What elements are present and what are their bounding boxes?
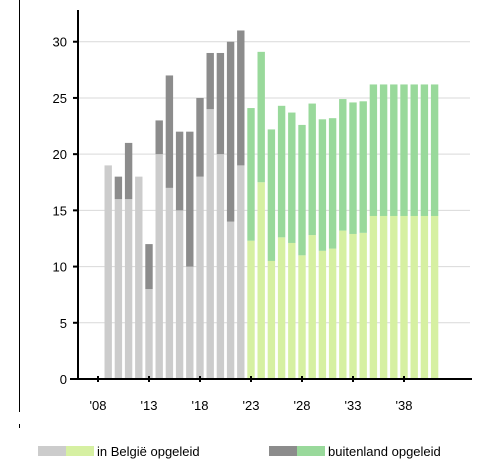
bar-belgie-2036 bbox=[379, 215, 388, 379]
bar-belgie-2033 bbox=[349, 233, 357, 379]
y-tick-label-30: 30 bbox=[53, 35, 67, 50]
bar-belgie-2021 bbox=[226, 221, 235, 379]
bar-belgie-2028 bbox=[298, 255, 306, 379]
bar-buitenland-2026 bbox=[277, 105, 286, 238]
bar-buitenland-2021 bbox=[226, 41, 235, 222]
x-tick-label-2033: '33 bbox=[345, 398, 362, 413]
bar-buitenland-2024 bbox=[257, 51, 265, 183]
bar-belgie-2018 bbox=[196, 176, 204, 379]
bar-belgie-2027 bbox=[288, 242, 296, 379]
bar-belgie-2040 bbox=[420, 215, 429, 379]
x-tick-label-2013: '13 bbox=[141, 398, 158, 413]
bar-belgie-2037 bbox=[390, 215, 398, 379]
bar-belgie-2010 bbox=[114, 199, 123, 379]
bar-buitenland-2041 bbox=[430, 84, 439, 216]
bar-buitenland-2018 bbox=[196, 97, 204, 177]
y-tick-label-5: 5 bbox=[60, 316, 67, 331]
legend-label-buitenland: buitenland opgeleid bbox=[328, 444, 441, 459]
bar-buitenland-2010 bbox=[114, 176, 123, 200]
bar-belgie-2026 bbox=[277, 237, 286, 379]
bar-buitenland-2013 bbox=[145, 244, 153, 290]
bar-belgie-2019 bbox=[206, 109, 214, 379]
bar-buitenland-2037 bbox=[390, 84, 398, 216]
bar-buitenland-2028 bbox=[298, 124, 306, 256]
x-tick-label-2038: '38 bbox=[396, 398, 413, 413]
y-tick-label-15: 15 bbox=[53, 203, 67, 218]
bar-buitenland-2023 bbox=[247, 108, 255, 241]
bar-belgie-2012 bbox=[135, 176, 143, 379]
bar-belgie-2011 bbox=[124, 199, 133, 379]
y-tick-label-20: 20 bbox=[53, 147, 67, 162]
y-tick-label-25: 25 bbox=[53, 91, 67, 106]
bar-belgie-2041 bbox=[430, 215, 439, 379]
bar-buitenland-2038 bbox=[400, 84, 408, 216]
axes bbox=[70, 10, 472, 382]
y-tick-label-10: 10 bbox=[53, 260, 67, 275]
x-tick-label-2028: '28 bbox=[294, 398, 311, 413]
bar-belgie-2035 bbox=[369, 215, 378, 379]
bar-belgie-2014 bbox=[155, 154, 163, 379]
bar-buitenland-2029 bbox=[308, 103, 316, 236]
bar-belgie-2024 bbox=[257, 182, 265, 379]
bar-buitenland-2031 bbox=[328, 118, 337, 249]
bar-buitenland-2014 bbox=[155, 120, 163, 155]
bar-belgie-2020 bbox=[216, 154, 225, 379]
bar-belgie-2015 bbox=[165, 187, 174, 379]
bar-belgie-2030 bbox=[318, 250, 327, 379]
x-tick-label-2018: '18 bbox=[192, 398, 209, 413]
bar-belgie-2039 bbox=[410, 215, 418, 379]
bar-buitenland-2032 bbox=[339, 99, 347, 231]
bar-buitenland-2025 bbox=[267, 129, 276, 261]
bar-buitenland-2016 bbox=[175, 131, 184, 211]
bar-belgie-2013 bbox=[145, 289, 153, 379]
bar-belgie-2029 bbox=[308, 235, 316, 379]
x-tick-label-2023: '23 bbox=[243, 398, 260, 413]
bar-belgie-2016 bbox=[175, 210, 184, 379]
bar-buitenland-2017 bbox=[186, 131, 194, 267]
bar-belgie-2025 bbox=[267, 260, 276, 379]
bar-belgie-2031 bbox=[328, 248, 337, 379]
bar-belgie-2034 bbox=[359, 232, 367, 379]
legend-label-belgie: in België opgeleid bbox=[97, 444, 200, 459]
bars bbox=[104, 30, 439, 379]
bar-buitenland-2040 bbox=[420, 84, 429, 216]
legend: in België opgeleid buitenland opgeleid bbox=[38, 444, 441, 459]
bar-belgie-2009 bbox=[104, 165, 112, 379]
bar-belgie-2032 bbox=[339, 230, 347, 379]
bar-buitenland-2030 bbox=[318, 119, 327, 251]
bar-belgie-2023 bbox=[247, 240, 255, 379]
bar-buitenland-2036 bbox=[379, 84, 388, 216]
bar-buitenland-2020 bbox=[216, 52, 225, 155]
y-tick-label-0: 0 bbox=[60, 372, 67, 387]
x-tick-label-2008: '08 bbox=[90, 398, 107, 413]
bar-buitenland-2022 bbox=[237, 30, 245, 166]
bar-belgie-2022 bbox=[237, 165, 245, 379]
legend-swatch-belgie bbox=[38, 446, 94, 456]
bar-buitenland-2027 bbox=[288, 112, 296, 243]
bar-buitenland-2039 bbox=[410, 84, 418, 216]
bar-buitenland-2015 bbox=[165, 75, 174, 188]
bar-buitenland-2033 bbox=[349, 102, 357, 234]
bar-belgie-2017 bbox=[186, 266, 194, 379]
tick-labels: 0 5 10 15 20 25 30 '08 '13 '18 '23 '28 '33 '38 bbox=[53, 35, 413, 413]
legend-swatch-buitenland bbox=[269, 446, 325, 456]
bar-buitenland-2034 bbox=[359, 101, 367, 233]
bar-belgie-2038 bbox=[400, 215, 408, 379]
bar-buitenland-2019 bbox=[206, 52, 214, 110]
bar-buitenland-2011 bbox=[124, 142, 133, 200]
bar-buitenland-2035 bbox=[369, 84, 378, 216]
